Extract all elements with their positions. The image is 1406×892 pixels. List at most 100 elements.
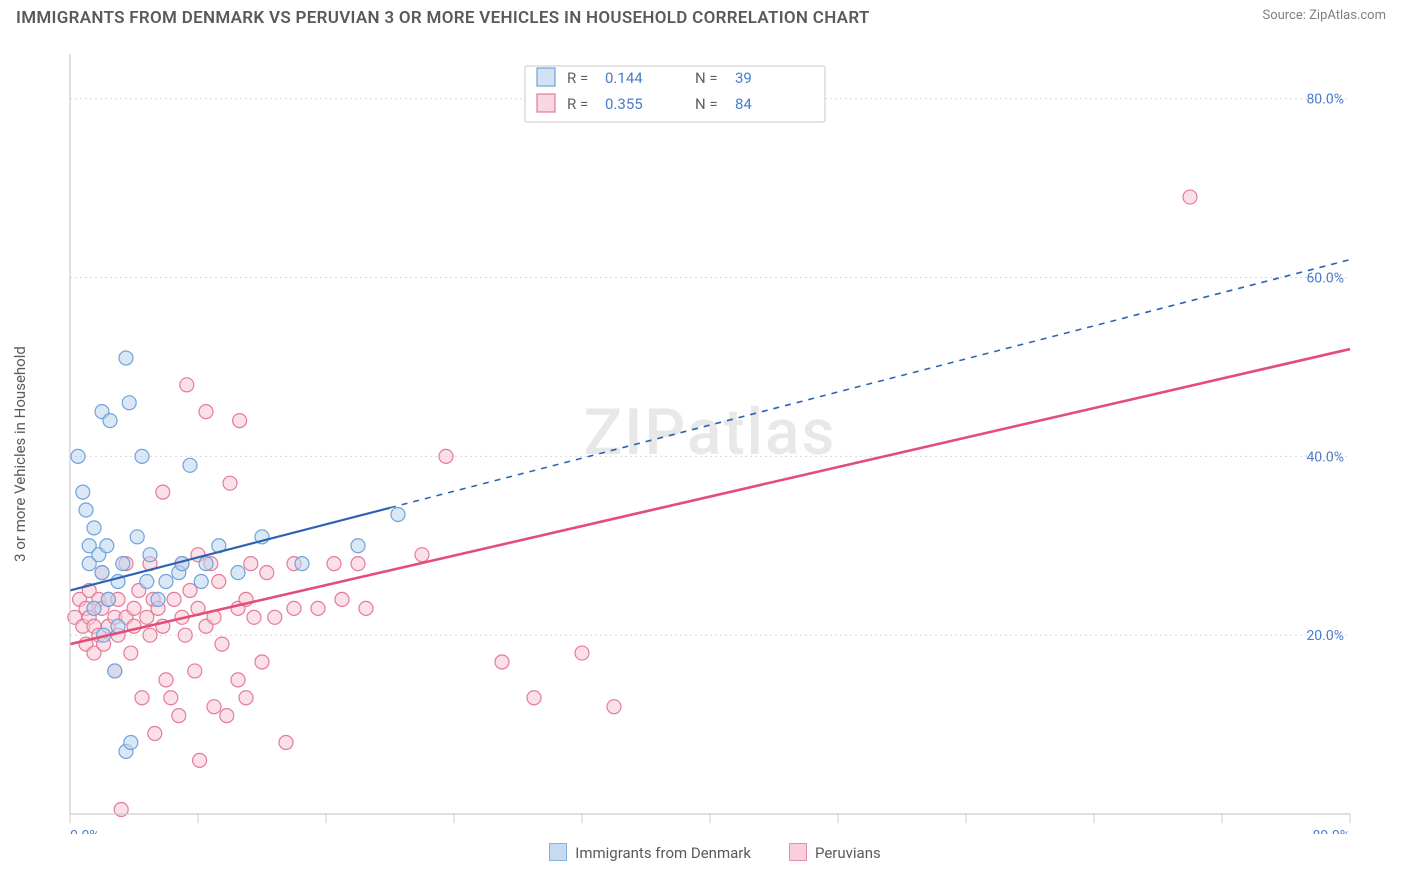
y-tick-label: 60.0% [1306, 271, 1344, 287]
chart-container: 3 or more Vehicles in Household 20.0%40.… [40, 44, 1390, 864]
y-axis-label: 3 or more Vehicles in Household [11, 346, 29, 562]
scatter-point-peruvians [268, 610, 282, 624]
scatter-point-denmark [391, 507, 405, 521]
scatter-point-peruvians [199, 405, 213, 419]
scatter-point-denmark [151, 592, 165, 606]
legend-item-denmark: Immigrants from Denmark [549, 843, 751, 862]
legend-swatch [537, 94, 555, 112]
legend-label: Peruvians [815, 844, 881, 862]
legend-swatch-icon [789, 843, 807, 861]
scatter-point-denmark [194, 575, 208, 589]
scatter-point-denmark [351, 539, 365, 553]
scatter-point-peruvians [279, 735, 293, 749]
scatter-point-peruvians [233, 414, 247, 428]
legend-bottom: Immigrants from Denmark Peruvians [40, 843, 1390, 862]
scatter-point-denmark [87, 521, 101, 535]
scatter-point-peruvians [1183, 190, 1197, 204]
scatter-point-peruvians [156, 485, 170, 499]
scatter-point-peruvians [415, 548, 429, 562]
page-title: IMMIGRANTS FROM DENMARK VS PERUVIAN 3 OR… [16, 8, 870, 28]
y-tick-label: 40.0% [1306, 449, 1344, 465]
scatter-point-peruvians [335, 592, 349, 606]
scatter-point-peruvians [159, 673, 173, 687]
correlation-chart: 20.0% 40.0% 60.0% 80.0% ZIPatlas 0.0% 80.0% R =… [40, 44, 1390, 834]
scatter-point-peruvians [193, 753, 207, 767]
legend-item-peruvians: Peruvians [789, 843, 881, 862]
scatter-point-denmark [199, 557, 213, 571]
scatter-point-peruvians [575, 646, 589, 660]
scatter-point-peruvians [607, 700, 621, 714]
scatter-point-peruvians [244, 557, 258, 571]
y-tick-label: 20.0% [1306, 628, 1344, 644]
scatter-point-denmark [143, 548, 157, 562]
legend-r-value: 0.144 [605, 69, 643, 87]
legend-label: Immigrants from Denmark [575, 844, 751, 862]
scatter-point-peruvians [207, 700, 221, 714]
scatter-point-denmark [295, 557, 309, 571]
legend-r-label: R = [567, 69, 588, 87]
scatter-point-denmark [135, 449, 149, 463]
trend-line-peruvians [70, 349, 1350, 644]
scatter-point-peruvians [239, 691, 253, 705]
scatter-point-peruvians [215, 637, 229, 651]
scatter-point-peruvians [220, 709, 234, 723]
scatter-point-denmark [124, 735, 138, 749]
scatter-point-peruvians [351, 557, 365, 571]
x-tick-label: 0.0% [70, 828, 100, 834]
scatter-point-peruvians [231, 673, 245, 687]
scatter-point-denmark [183, 458, 197, 472]
scatter-point-peruvians [327, 557, 341, 571]
scatter-point-denmark [108, 664, 122, 678]
legend-n-value: 84 [735, 95, 752, 113]
scatter-point-peruvians [247, 610, 261, 624]
legend-swatch [537, 68, 555, 86]
y-tick-label: 80.0% [1306, 92, 1344, 108]
scatter-point-peruvians [495, 655, 509, 669]
scatter-point-denmark [100, 539, 114, 553]
scatter-point-peruvians [164, 691, 178, 705]
scatter-point-peruvians [135, 691, 149, 705]
source-label: Source: ZipAtlas.com [1262, 8, 1386, 23]
scatter-point-peruvians [127, 601, 141, 615]
legend-swatch-icon [549, 843, 567, 861]
scatter-point-denmark [71, 449, 85, 463]
scatter-point-denmark [95, 566, 109, 580]
scatter-point-denmark [103, 414, 117, 428]
header: IMMIGRANTS FROM DENMARK VS PERUVIAN 3 OR… [0, 0, 1406, 32]
scatter-point-peruvians [148, 727, 162, 741]
trend-line-denmark-dashed [390, 260, 1350, 508]
legend-n-label: N = [695, 69, 718, 87]
scatter-point-peruvians [223, 476, 237, 490]
scatter-point-peruvians [188, 664, 202, 678]
scatter-point-peruvians [143, 628, 157, 642]
scatter-point-denmark [116, 557, 130, 571]
scatter-point-peruvians [439, 449, 453, 463]
legend-r-label: R = [567, 95, 588, 113]
scatter-point-denmark [119, 351, 133, 365]
scatter-point-peruvians [167, 592, 181, 606]
scatter-point-peruvians [180, 378, 194, 392]
scatter-point-peruvians [287, 601, 301, 615]
scatter-point-peruvians [124, 646, 138, 660]
scatter-point-denmark [122, 396, 136, 410]
scatter-point-peruvians [178, 628, 192, 642]
scatter-point-peruvians [260, 566, 274, 580]
trend-line-denmark [70, 508, 390, 591]
scatter-point-peruvians [212, 575, 226, 589]
scatter-point-denmark [159, 575, 173, 589]
legend-n-value: 39 [735, 69, 752, 87]
watermark: ZIPatlas [584, 395, 837, 470]
scatter-point-denmark [130, 530, 144, 544]
legend-n-label: N = [695, 95, 718, 113]
legend-r-value: 0.355 [605, 95, 643, 113]
scatter-point-denmark [140, 575, 154, 589]
scatter-point-peruvians [255, 655, 269, 669]
x-tick-label: 80.0% [1312, 828, 1350, 834]
scatter-point-denmark [101, 592, 115, 606]
scatter-point-peruvians [359, 601, 373, 615]
scatter-point-peruvians [527, 691, 541, 705]
scatter-point-denmark [87, 601, 101, 615]
scatter-point-peruvians [311, 601, 325, 615]
scatter-point-denmark [231, 566, 245, 580]
scatter-point-peruvians [172, 709, 186, 723]
